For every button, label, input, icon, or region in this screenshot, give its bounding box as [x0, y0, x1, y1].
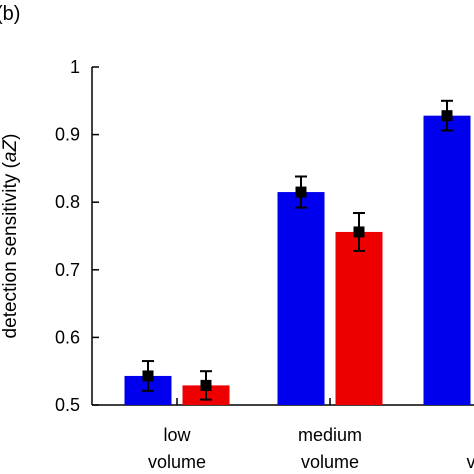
x-category-label: medium	[298, 425, 362, 445]
y-axis-title-part: )	[0, 134, 21, 140]
y-tick-label: 0.6	[55, 327, 80, 347]
y-axis-title: detection sensitivity (aZ)	[0, 134, 21, 339]
bar	[423, 115, 471, 405]
x-category-label: volume	[148, 452, 206, 472]
data-marker	[441, 110, 453, 122]
x-category-label: vo	[466, 452, 474, 472]
data-marker	[295, 186, 307, 198]
bar	[277, 192, 325, 405]
x-category-label: low	[163, 425, 191, 445]
y-axis-title-part: detection sensitivity (	[0, 161, 21, 338]
y-tick-label: 0.7	[55, 260, 80, 280]
y-tick-label: 1	[70, 57, 80, 77]
data-marker	[142, 370, 154, 382]
plot-area: 0.50.60.70.80.91lowvolumemediumvolumelvo	[55, 57, 474, 472]
data-marker	[200, 379, 212, 391]
data-marker	[353, 226, 365, 238]
panel-label: (b)	[0, 3, 20, 25]
y-tick-label: 0.9	[55, 125, 80, 145]
x-category-label: volume	[301, 452, 359, 472]
y-tick-label: 0.5	[55, 395, 80, 415]
bar	[335, 231, 383, 405]
y-tick-label: 0.8	[55, 192, 80, 212]
y-axis-title-variable: aZ	[0, 139, 21, 163]
